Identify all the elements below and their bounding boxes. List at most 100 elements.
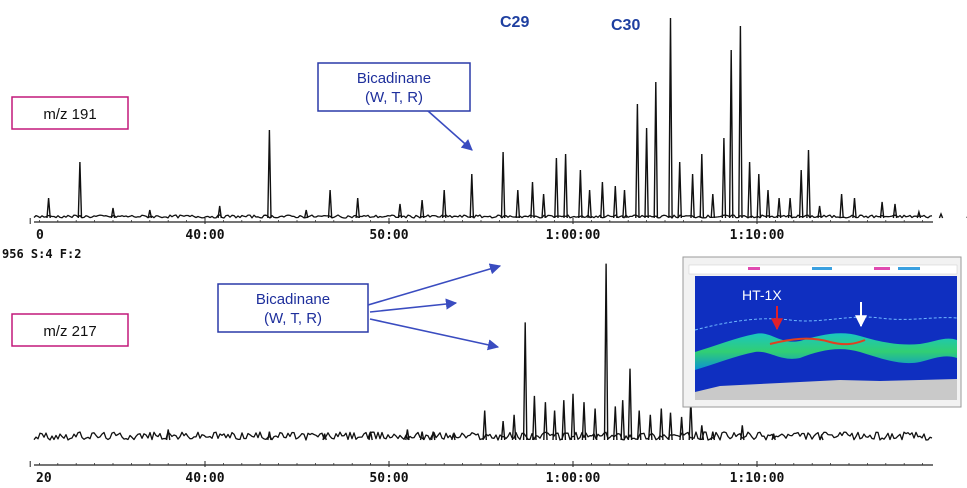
time-tick-label: 40:00 <box>185 228 224 243</box>
peak-mark <box>327 189 333 219</box>
ion-box-mz217: m/z 217 <box>11 313 129 347</box>
peak-mark <box>635 103 640 219</box>
time-tick-label: 1:00:00 <box>546 471 601 486</box>
peak-mark <box>147 209 153 219</box>
peak-mark <box>469 173 475 219</box>
seismic-red-horizon <box>769 337 866 346</box>
peak-mark <box>267 129 272 219</box>
callout-arrow-mz217-b <box>369 298 458 313</box>
peak-mark <box>500 151 506 219</box>
peak-mark <box>578 169 583 219</box>
peak-mark <box>798 169 804 219</box>
time-tick-label: 1:00:00 <box>546 228 601 243</box>
peak-mark <box>636 410 642 441</box>
peak-mark <box>806 149 811 219</box>
peak-label-c30: C30 <box>611 17 640 34</box>
peak-mark <box>430 431 436 441</box>
peak-mark <box>592 408 598 441</box>
peak-mark <box>839 193 844 219</box>
peak-mark <box>554 157 559 219</box>
well-label: HT-1X <box>742 287 782 303</box>
peak-mark <box>405 429 410 441</box>
time-tick-label: 0 <box>36 228 44 243</box>
time-tick-label: 20 <box>36 471 52 486</box>
peak-mark <box>600 181 605 219</box>
peak-mark <box>570 393 576 441</box>
peak-mark <box>46 197 51 219</box>
peak-mark <box>690 173 695 219</box>
peak-mark <box>771 433 776 441</box>
peak-mark <box>740 425 745 441</box>
peak-mark <box>303 209 309 219</box>
peak-mark <box>765 189 771 219</box>
peak-mark <box>165 429 171 441</box>
callout-line1-mz191: Bicadinane <box>357 70 431 87</box>
peak-mark <box>451 433 456 441</box>
peak-mark <box>721 137 727 219</box>
peak-mark <box>644 127 649 219</box>
time-tick-label: 50:00 <box>369 471 408 486</box>
peak-mark <box>852 197 857 219</box>
peak-mark <box>561 400 567 441</box>
peak-mark <box>668 412 673 441</box>
time-tick-label: 1:10:00 <box>730 471 785 486</box>
peak-mark <box>620 400 625 441</box>
seismic-basement <box>695 379 957 400</box>
peak-mark <box>653 81 659 219</box>
peak-mark <box>355 197 360 219</box>
seismic-section-inset: HT-1X <box>682 256 962 408</box>
peak-mark <box>817 205 822 219</box>
peak-mark <box>738 25 743 219</box>
peak-marks-mz217 <box>165 263 824 441</box>
peak-mark <box>819 433 824 441</box>
peak-mark <box>511 414 517 441</box>
chromatogram-trace-mz191 <box>33 214 933 219</box>
peak-mark <box>879 201 885 219</box>
time-ticks-mz191: 0 40:00 50:00 1:00:00 1:10:00 <box>29 218 923 243</box>
peak-mark <box>916 209 922 219</box>
peak-mark <box>419 199 425 219</box>
peak-mark <box>613 406 618 441</box>
peak-mark <box>679 416 684 441</box>
peak-mark <box>419 431 425 441</box>
peak-mark <box>541 193 546 219</box>
scan-info: 956 S:4 F:2 <box>2 247 81 261</box>
ion-label-mz217: m/z 217 <box>43 323 96 340</box>
peak-mark <box>892 203 898 219</box>
time-tick-label: 40:00 <box>185 471 224 486</box>
peak-mark <box>747 161 752 219</box>
ion-box-mz191: m/z 191 <box>11 96 129 130</box>
peak-mark <box>668 17 673 219</box>
panel-mz191: 0 40:00 50:00 1:00:00 1:10:00 956 S:4 F:2 m/… <box>2 14 967 261</box>
peak-mark <box>217 205 222 219</box>
peak-mark <box>530 181 535 219</box>
peak-mark <box>563 153 568 219</box>
peak-mark <box>699 153 705 219</box>
seismic-top-horizon <box>694 316 958 331</box>
peak-mark <box>710 193 716 219</box>
peak-mark <box>728 49 734 219</box>
peak-mark <box>648 414 653 441</box>
peak-mark <box>710 431 716 441</box>
peak-mark <box>699 425 705 441</box>
callout-arrow-mz191 <box>427 110 473 151</box>
peak-mark <box>322 433 327 441</box>
bicadinane-callout-mz191: Bicadinane (W, T, R) <box>317 62 473 151</box>
peak-mark <box>613 185 618 219</box>
peak-mark <box>515 189 521 219</box>
peak-mark <box>756 173 762 219</box>
ion-label-mz191: m/z 191 <box>43 106 96 123</box>
peak-mark <box>110 207 116 219</box>
peak-mark <box>532 395 537 441</box>
time-ticks-mz217: 20 40:00 50:00 1:00:00 1:10:00 <box>29 461 923 486</box>
peak-mark <box>368 431 373 441</box>
peak-mark <box>500 421 506 441</box>
peak-mark <box>677 161 682 219</box>
time-tick-label: 1:10:00 <box>730 228 785 243</box>
seismic-reflector-band <box>695 333 957 370</box>
peak-mark <box>543 402 548 441</box>
callout-line1-mz217: Bicadinane <box>256 291 330 308</box>
callout-arrow-mz217-a <box>367 263 502 306</box>
peak-mark <box>787 197 793 219</box>
peak-mark <box>587 189 592 219</box>
